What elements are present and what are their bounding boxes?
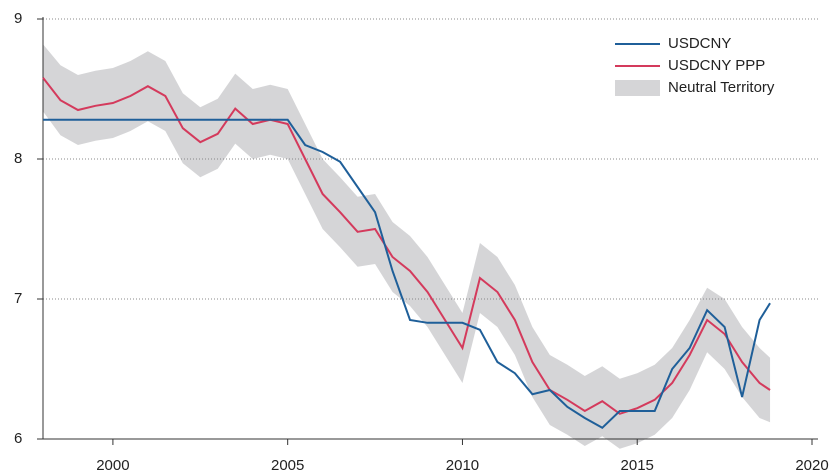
x-tick-label: 2015 (621, 457, 654, 474)
x-tick-label: 2000 (96, 457, 129, 474)
legend-label: Neutral Territory (668, 79, 775, 96)
legend-swatch (615, 80, 660, 96)
x-tick-label: 2010 (446, 457, 479, 474)
y-tick-label: 7 (14, 290, 22, 307)
y-tick-label: 9 (14, 10, 22, 27)
x-tick-label: 2005 (271, 457, 304, 474)
series-line (43, 118, 771, 430)
x-tick-label: 2020 (795, 457, 828, 474)
y-tick-label: 8 (14, 150, 22, 167)
neutral-band (43, 44, 771, 449)
y-tick-label: 6 (14, 430, 22, 447)
legend-label: USDCNY PPP (668, 57, 765, 74)
legend-label: USDCNY (668, 35, 731, 52)
series-line (42, 77, 771, 415)
